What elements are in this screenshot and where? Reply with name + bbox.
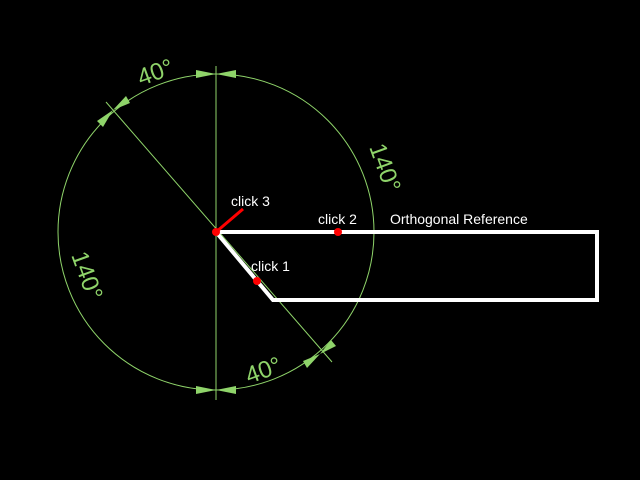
- orthogonal-reference-label: Orthogonal Reference: [390, 211, 528, 227]
- arrow-icon: [113, 96, 130, 110]
- arrow-icon: [303, 354, 320, 368]
- arrow-icon: [196, 386, 216, 394]
- orthogonal-reference-shape[interactable]: [214, 230, 599, 302]
- click1-marker[interactable]: [253, 277, 261, 285]
- arrow-icon: [320, 340, 336, 354]
- dimension-140-right: 140°: [363, 140, 405, 196]
- dimension-arrows: [97, 70, 336, 394]
- arrow-icon: [216, 70, 236, 78]
- click3-rubberband-line: [215, 207, 244, 234]
- arrow-icon: [196, 70, 216, 78]
- click3-marker[interactable]: [212, 228, 220, 236]
- arrow-icon: [216, 386, 236, 394]
- dimension-40-bottom: 40°: [242, 352, 285, 390]
- arrow-icon: [97, 110, 113, 127]
- click2-marker[interactable]: [334, 228, 342, 236]
- dimension-40-top: 40°: [134, 54, 177, 92]
- click1-label: click 1: [251, 258, 290, 274]
- click2-label: click 2: [318, 211, 357, 227]
- click3-label: click 3: [231, 193, 270, 209]
